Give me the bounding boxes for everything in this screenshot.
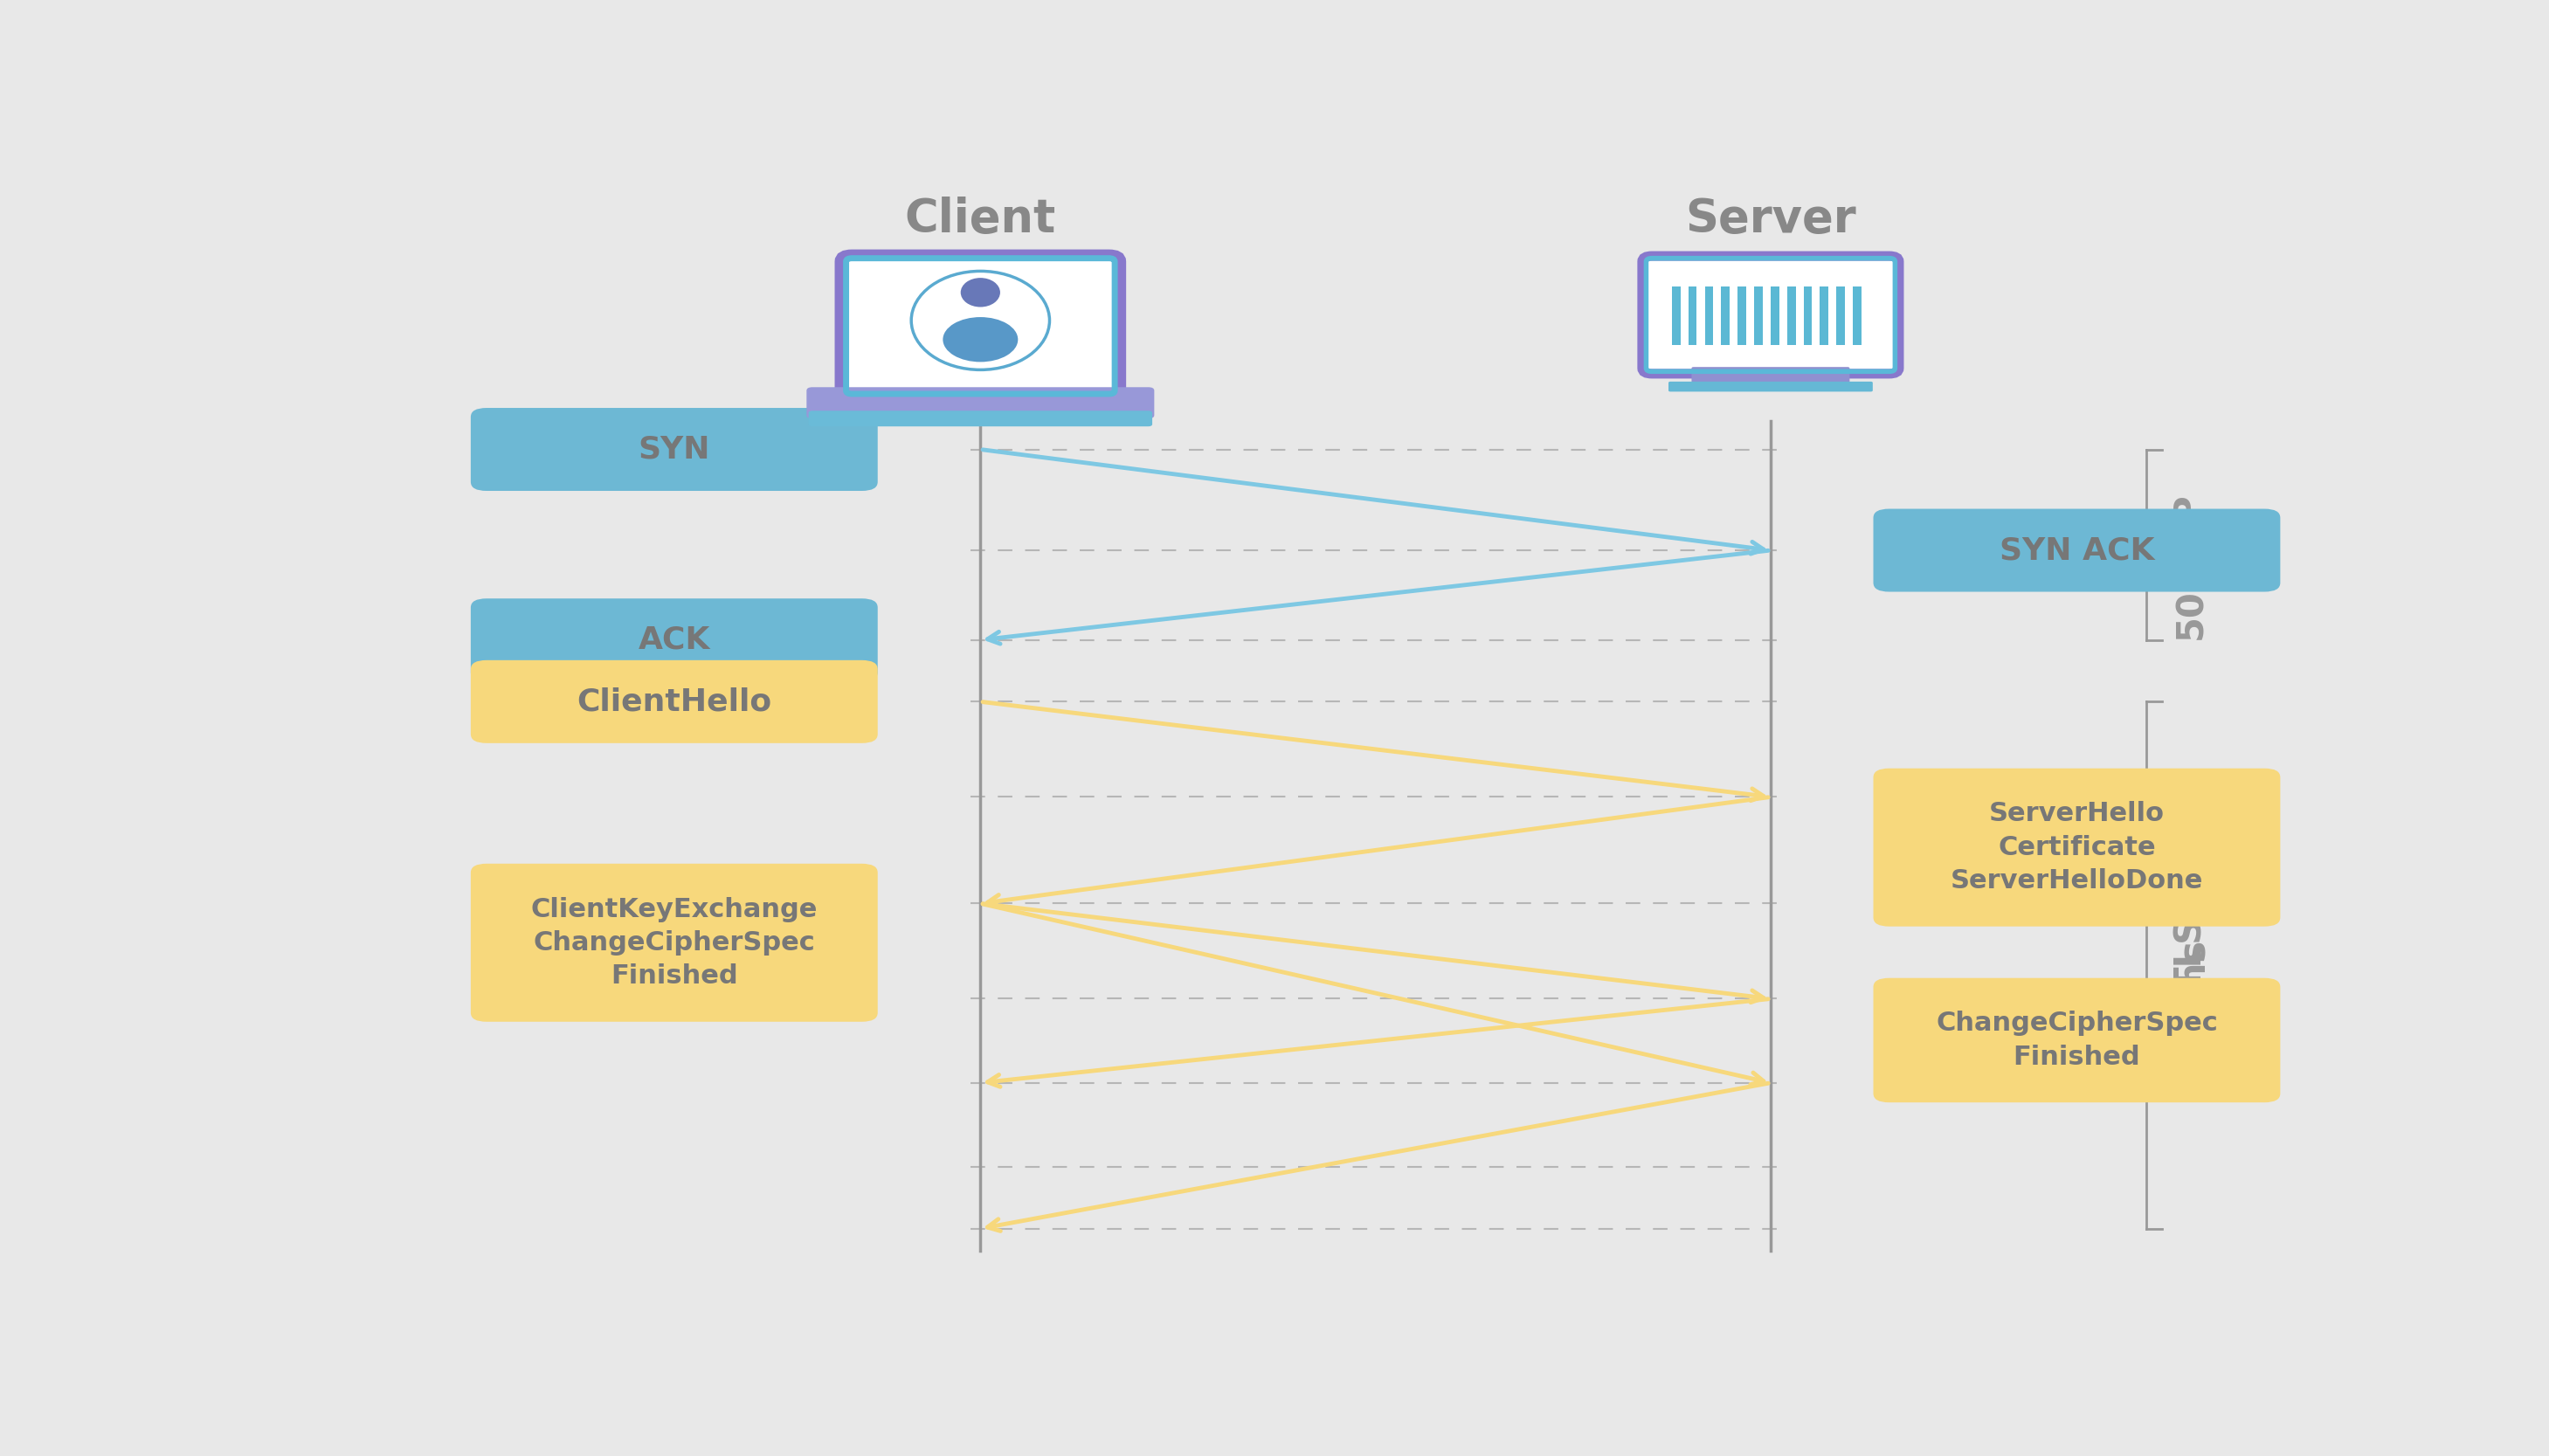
Text: TLS: TLS	[2174, 917, 2210, 992]
Text: ChangeCipherSpec
Finished: ChangeCipherSpec Finished	[1935, 1010, 2218, 1070]
Bar	[1772, 285, 1779, 345]
Text: Server: Server	[1685, 197, 1856, 242]
Text: ServerHello
Certificate
ServerHelloDone: ServerHello Certificate ServerHelloDone	[1950, 801, 2202, 894]
Bar	[1754, 285, 1764, 345]
Text: 50ms: 50ms	[2174, 529, 2210, 639]
FancyBboxPatch shape	[472, 660, 877, 743]
FancyBboxPatch shape	[1874, 508, 2281, 591]
Bar	[1672, 285, 1680, 345]
Text: ClientKeyExchange
ChangeCipherSpec
Finished: ClientKeyExchange ChangeCipherSpec Finis…	[530, 897, 818, 989]
FancyBboxPatch shape	[1642, 256, 1899, 374]
Bar	[1721, 285, 1731, 345]
Text: ACK: ACK	[637, 625, 711, 655]
FancyBboxPatch shape	[472, 408, 877, 491]
Text: Client: Client	[905, 197, 1055, 242]
Text: SYN: SYN	[637, 434, 711, 464]
Bar	[1853, 285, 1861, 345]
Text: 110ms: 110ms	[2174, 936, 2210, 1072]
Text: ClientHello: ClientHello	[576, 687, 772, 716]
FancyBboxPatch shape	[841, 255, 1122, 397]
Bar	[1705, 285, 1713, 345]
Bar	[1687, 285, 1698, 345]
FancyBboxPatch shape	[1874, 769, 2281, 926]
Bar	[1835, 285, 1845, 345]
Bar	[1820, 285, 1828, 345]
FancyBboxPatch shape	[1874, 978, 2281, 1102]
Text: TCP: TCP	[2174, 494, 2210, 572]
Bar	[1787, 285, 1794, 345]
Text: SYN ACK: SYN ACK	[1998, 536, 2154, 565]
FancyBboxPatch shape	[472, 863, 877, 1022]
FancyBboxPatch shape	[472, 598, 877, 681]
Ellipse shape	[943, 317, 1017, 363]
FancyBboxPatch shape	[805, 387, 1155, 418]
Bar	[1805, 285, 1812, 345]
Ellipse shape	[961, 278, 999, 307]
FancyBboxPatch shape	[1693, 367, 1851, 384]
FancyBboxPatch shape	[1670, 381, 1874, 392]
FancyBboxPatch shape	[808, 411, 1152, 427]
Bar	[1738, 285, 1746, 345]
